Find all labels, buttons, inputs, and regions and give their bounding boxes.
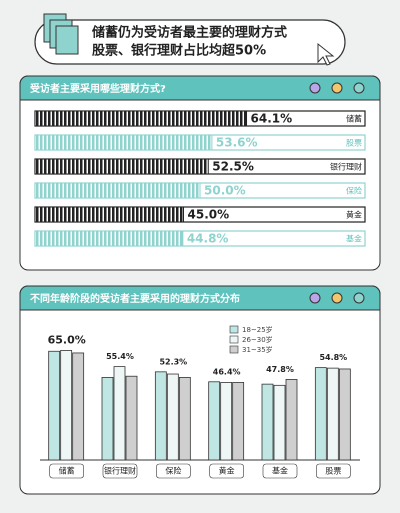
bar	[154, 371, 167, 461]
bar	[232, 382, 245, 461]
bar	[34, 230, 184, 247]
bar	[34, 206, 184, 223]
bar	[220, 382, 233, 461]
x-tick-label: 储蓄	[59, 466, 75, 476]
value-label: 53.6%	[216, 136, 258, 150]
legend-swatch	[229, 345, 239, 354]
legend-label: 18~25岁	[242, 325, 273, 334]
bar	[60, 350, 73, 461]
bar	[326, 367, 339, 461]
bar	[34, 182, 201, 199]
bar	[261, 383, 274, 461]
x-tick-label: 黄金	[219, 466, 235, 476]
x-tick-label: 股票	[325, 467, 341, 476]
x-tick-label: 基金	[272, 466, 288, 476]
bar	[285, 379, 298, 461]
bar	[34, 158, 209, 175]
bar	[208, 381, 221, 461]
bar	[34, 134, 213, 151]
bar	[314, 367, 327, 461]
panel-title: 不同年龄阶段的受访者主要采用的理财方式分布	[30, 292, 240, 305]
legend-label: 31~35岁	[242, 345, 273, 354]
value-label: 55.4%	[106, 352, 134, 361]
bar	[338, 368, 351, 461]
bar	[166, 373, 179, 461]
header-title: 股票、银行理财占比均超50%	[92, 43, 266, 59]
category-box	[102, 463, 138, 479]
x-tick-label: 银行理财	[104, 466, 136, 476]
category-label: 保险	[346, 186, 362, 196]
bar	[125, 375, 138, 461]
category-label: 银行理财	[330, 162, 362, 172]
category-box	[156, 463, 191, 479]
category-box	[49, 463, 84, 479]
category-label: 黄金	[346, 210, 362, 220]
doc-icon	[43, 13, 79, 55]
header-title: 储蓄仍为受访者最主要的理财方式	[91, 25, 287, 41]
category-box	[262, 463, 298, 479]
cursor-icon	[317, 42, 335, 66]
value-label: 52.5%	[212, 160, 254, 174]
legend-swatch	[229, 335, 239, 344]
header-pill	[34, 19, 346, 65]
panel-header	[19, 285, 381, 311]
legend-label: 26~30岁	[242, 335, 273, 344]
category-box	[316, 463, 351, 479]
category-label: 基金	[346, 234, 362, 244]
legend-swatch	[229, 325, 239, 334]
bar	[34, 110, 248, 127]
panel-title: 受访者主要采用哪些理财方式?	[30, 82, 166, 95]
window-dots	[309, 82, 365, 304]
value-label: 44.8%	[187, 232, 229, 246]
category-label: 股票	[346, 139, 362, 148]
value-label: 45.0%	[188, 208, 230, 222]
x-tick-label: 保险	[165, 466, 181, 476]
bar	[72, 352, 85, 461]
bar	[273, 384, 286, 461]
value-label: 46.4%	[213, 367, 241, 376]
value-label: 64.1%	[251, 112, 293, 126]
value-label: 47.8%	[266, 365, 294, 374]
value-label: 52.3%	[159, 357, 187, 366]
value-label: 65.0%	[48, 333, 86, 346]
value-label: 54.8%	[319, 353, 347, 362]
bar	[178, 376, 191, 461]
value-label: 50.0%	[204, 184, 246, 198]
category-box	[209, 463, 244, 479]
bar	[113, 366, 126, 461]
panel-header	[19, 75, 381, 101]
category-label: 储蓄	[346, 114, 362, 124]
bar	[101, 376, 114, 461]
bar	[48, 350, 61, 461]
